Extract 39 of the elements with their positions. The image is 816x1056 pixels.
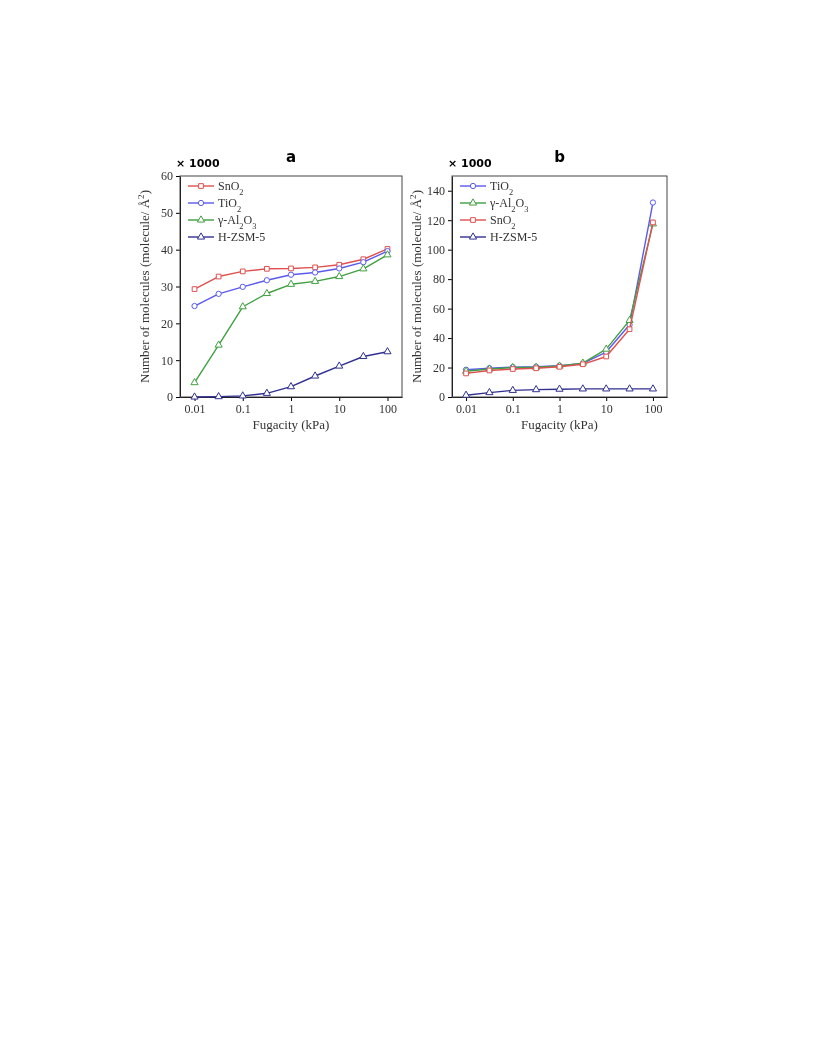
y-tick-label: 40 <box>433 331 445 346</box>
legend-label: H-ZSM-5 <box>218 230 266 244</box>
y-tick-label: 140 <box>427 184 445 199</box>
y-tick-label: 80 <box>433 272 445 287</box>
legend-label: SnO$_{2}$ <box>218 179 244 197</box>
legend-label: SnO$_{2}$ <box>490 213 516 231</box>
y-tick-label: 120 <box>427 213 445 228</box>
y-tick-label: 20 <box>433 360 445 375</box>
y-tick-label: 10 <box>161 353 173 368</box>
x-tick-label: 10 <box>333 401 346 416</box>
x-tick-label: 0.1 <box>235 401 251 416</box>
y-tick-label: 0 <box>167 390 173 405</box>
x-tick-label: 0.1 <box>505 401 521 416</box>
x-axis-title: Fugacity (kPa) <box>521 417 598 432</box>
legend-label: H-ZSM-5 <box>490 230 538 244</box>
legend-label: TiO$_{2}$ <box>218 196 242 214</box>
y-tick-label: 30 <box>161 279 173 294</box>
x-tick-label: 1 <box>557 401 563 416</box>
text: × 1000 <box>176 157 221 170</box>
x-tick-label: 10 <box>600 401 613 416</box>
x-axis-title: Fugacity (kPa) <box>252 417 330 432</box>
x-tick-label: 0.01 <box>184 401 206 416</box>
chart-title: b <box>554 148 566 166</box>
y-tick-label: 60 <box>433 301 445 316</box>
y-tick-label: 100 <box>427 243 445 258</box>
x-tick-label: 100 <box>644 401 663 416</box>
text: × 1000 <box>448 157 493 170</box>
y-tick-label: 40 <box>161 243 173 258</box>
x-tick-label: 100 <box>378 401 397 416</box>
legend-label: γ-Al$_{2}$O$_{3}$ <box>217 213 257 231</box>
legend-label: TiO$_{2}$ <box>490 179 514 197</box>
x-tick-label: 0.01 <box>456 401 478 416</box>
y-tick-label: 20 <box>161 316 173 331</box>
chart-title: a <box>285 148 297 166</box>
y-tick-label: 0 <box>439 390 445 405</box>
legend-label: γ-Al$_{2}$O$_{3}$ <box>489 196 529 214</box>
y-tick-label: 50 <box>161 206 173 221</box>
y-tick-label: 60 <box>161 169 173 184</box>
x-tick-label: 1 <box>288 401 295 416</box>
